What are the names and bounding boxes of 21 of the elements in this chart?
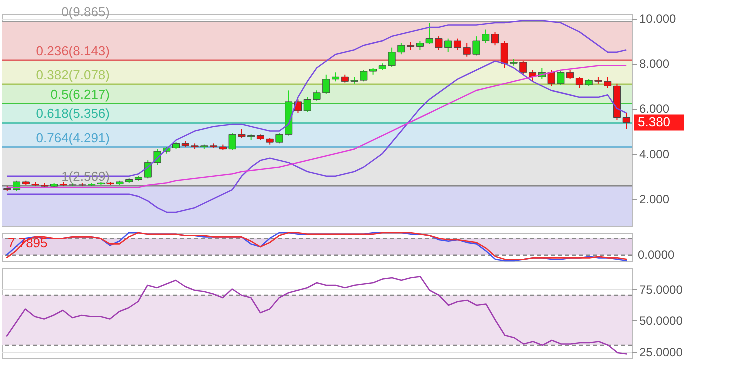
ref-line-label: 0.618(5.356) (36, 106, 110, 122)
y-tick-label: 8.000 (640, 57, 670, 72)
y-tick-label: 25.0000 (640, 345, 684, 360)
ref-line-label: 0.382(7.078) (36, 67, 110, 82)
y-tick-label: 2.000 (640, 192, 670, 206)
y-tick-label: 50.0000 (640, 314, 684, 328)
y-tick-label: 10.000 (640, 12, 677, 26)
candlestick (491, 32, 500, 46)
line-series (6, 276, 628, 355)
candlestick (144, 160, 152, 180)
candlestick (454, 38, 462, 51)
candlestick (622, 112, 630, 130)
y-tick-label: 6.000 (640, 102, 670, 116)
ref-line-label: 0.764(4.291) (36, 130, 110, 146)
y-tick-label: 75.0000 (640, 282, 684, 297)
y-tick-label: 4.000 (640, 147, 670, 162)
candlestick (332, 72, 340, 82)
ref-line-label: 0.5(6.217) (50, 86, 110, 102)
text: 0.0000 (638, 248, 676, 262)
text: 5.380 (638, 114, 671, 130)
ref-line-label: 0.236(8.143) (36, 43, 110, 58)
